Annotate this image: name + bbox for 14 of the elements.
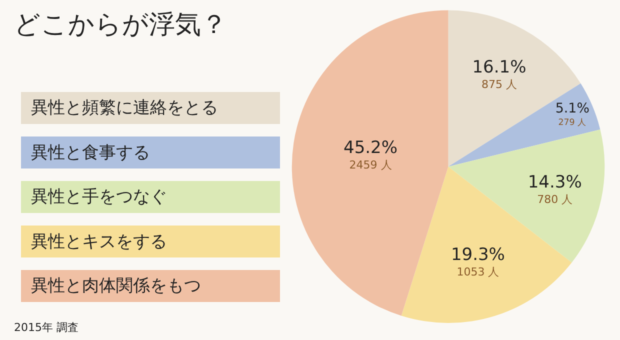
chart-title: どこからが浮気？ <box>14 10 227 40</box>
legend-label: 異性とキスをする <box>31 232 167 252</box>
legend-label: 異性と手をつなぐ <box>31 187 167 207</box>
legend-label: 異性と食事する <box>31 143 150 163</box>
data-label: 16.1% 875 人 <box>472 58 526 92</box>
data-label: 45.2% 2459 人 <box>344 138 398 172</box>
text: 2015年 調査 <box>14 321 78 334</box>
pie-slice <box>292 10 448 316</box>
data-label: 19.3% 1053 人 <box>450 244 505 278</box>
legend-label: 異性と頻繁に連絡をとる <box>31 98 218 118</box>
data-label: 14.3% 780 人 <box>528 172 582 206</box>
data-label: 5.1% 279 人 <box>555 102 590 128</box>
pie-slice <box>448 130 605 263</box>
legend-label: 異性と肉体関係をもつ <box>31 276 201 296</box>
